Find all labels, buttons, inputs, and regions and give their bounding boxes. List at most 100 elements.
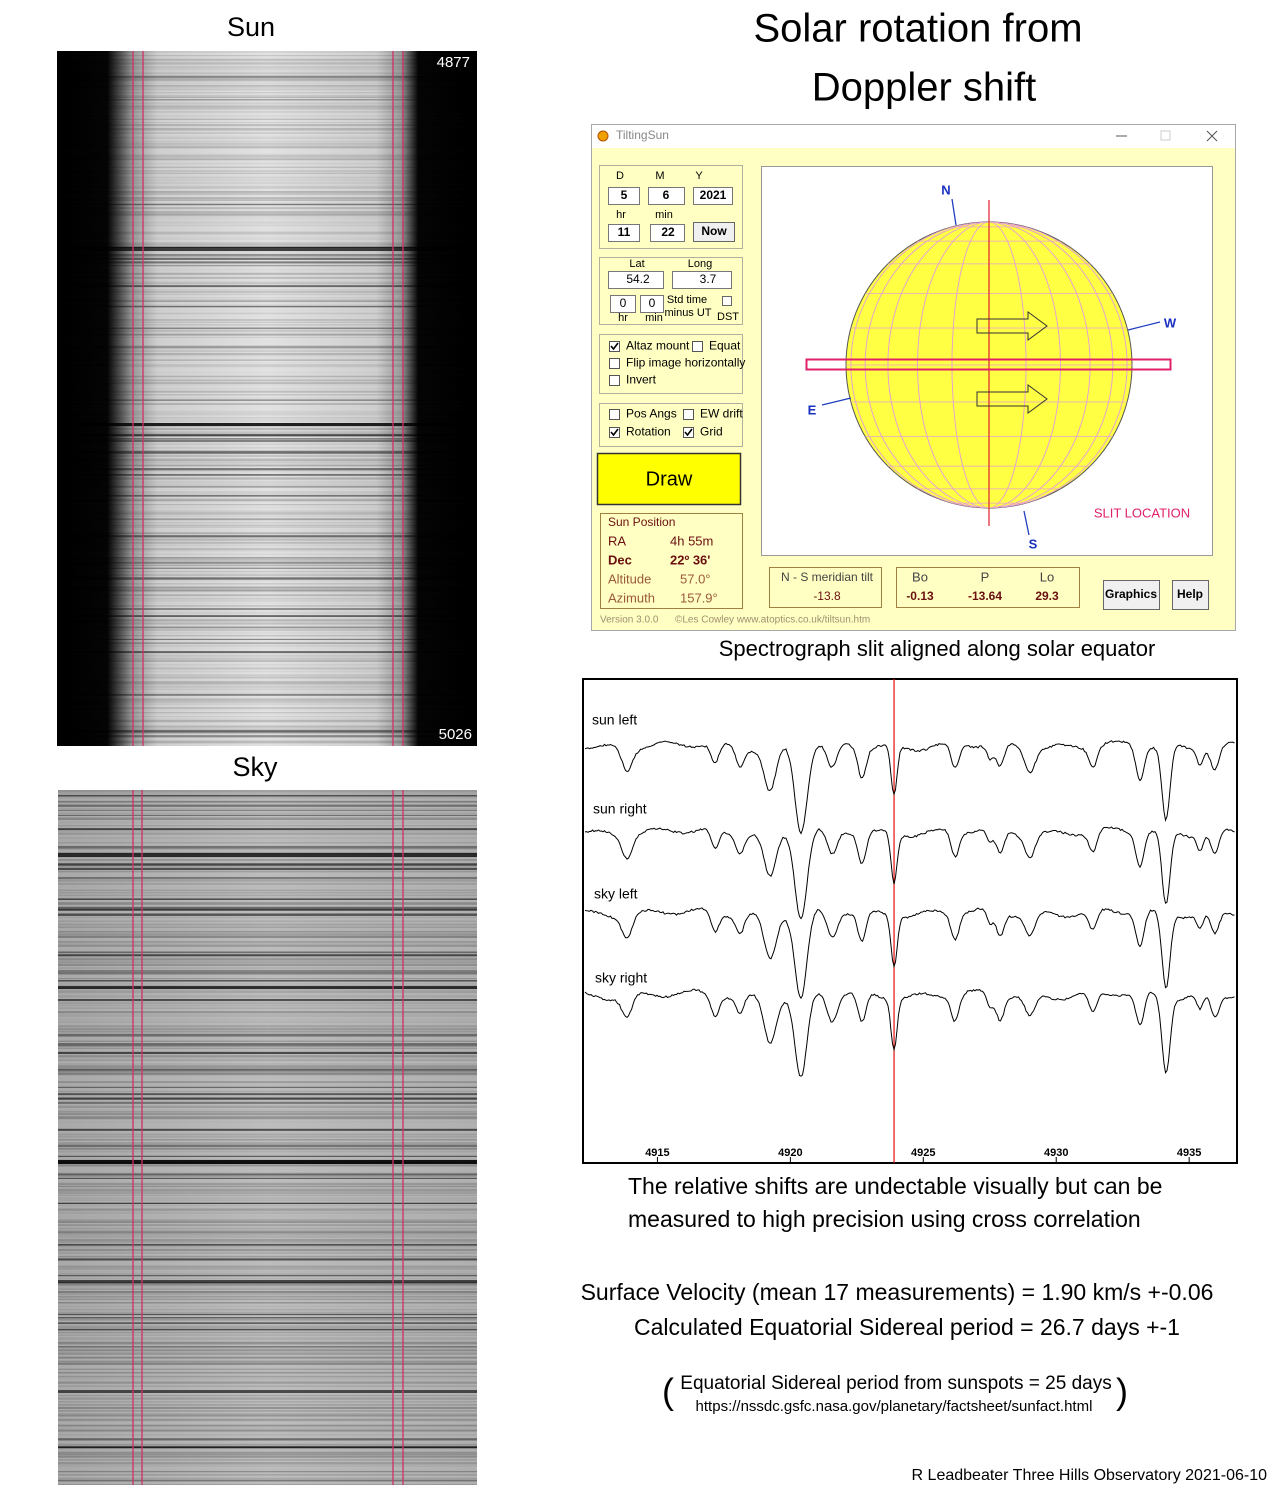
close-button[interactable] (1206, 130, 1218, 142)
absorption-line (57, 305, 477, 308)
checkbox[interactable] (609, 375, 620, 386)
absorption-line (57, 463, 477, 467)
absorption-line (58, 1427, 477, 1429)
checkbox[interactable] (609, 358, 620, 369)
button-label[interactable]: Graphics (1105, 587, 1157, 601)
absorption-line (57, 667, 477, 670)
absorption-line (57, 99, 477, 101)
absorption-line (57, 573, 477, 577)
input-box[interactable] (640, 295, 664, 313)
absorption-line (58, 804, 477, 807)
checkbox[interactable] (692, 341, 703, 352)
absorption-line (58, 812, 477, 815)
checkbox[interactable] (609, 409, 620, 420)
absorption-line (57, 634, 477, 637)
absorption-line (58, 1291, 477, 1293)
absorption-line (58, 833, 477, 835)
absorption-line (57, 691, 477, 693)
now-button[interactable] (693, 222, 735, 242)
absorption-line (57, 480, 477, 483)
absorption-line (57, 399, 477, 401)
absorption-line (57, 79, 477, 82)
absorption-line (57, 357, 477, 359)
absorption-line (58, 1129, 477, 1132)
absorption-line (57, 238, 477, 240)
absorption-line (58, 1164, 477, 1167)
absorption-line (58, 1182, 477, 1185)
input-box[interactable] (608, 224, 640, 242)
absorption-line (57, 735, 477, 738)
dst-checkbox[interactable] (722, 296, 732, 306)
title-bar (592, 125, 1235, 148)
absorption-line (58, 1414, 477, 1417)
absorption-line (58, 924, 477, 927)
draw-button[interactable] (596, 452, 742, 506)
absorption-line (58, 1031, 477, 1033)
absorption-line (58, 1273, 477, 1275)
absorption-line (57, 92, 477, 94)
absorption-line (57, 170, 477, 173)
absorption-line (57, 587, 477, 590)
row-value: 157.9° (680, 590, 718, 605)
absorption-line (57, 162, 477, 165)
absorption-line (58, 865, 477, 867)
group-box (599, 257, 743, 325)
absorption-line (57, 533, 477, 535)
absorption-line (57, 142, 477, 145)
absorption-line (58, 926, 477, 929)
absorption-line (58, 1352, 477, 1355)
absorption-line (58, 1480, 477, 1482)
absorption-line (58, 829, 477, 832)
absorption-line (57, 185, 477, 188)
input-box[interactable] (610, 295, 636, 313)
absorption-line (57, 474, 477, 476)
absorption-line (58, 1381, 477, 1383)
input-box[interactable] (650, 224, 685, 242)
absorption-line (58, 1440, 477, 1442)
row-value: 4h 55m (670, 533, 713, 548)
absorption-line (58, 922, 477, 925)
checkbox[interactable] (683, 409, 694, 420)
absorption-line (58, 1262, 477, 1263)
absorption-line (58, 1239, 477, 1242)
button-label[interactable]: Draw (646, 468, 693, 490)
field-value: 3.7 (700, 272, 717, 286)
absorption-line (58, 1128, 477, 1131)
absorption-line (57, 458, 477, 461)
absorption-line (57, 645, 477, 647)
parenthesis: ( (662, 1371, 674, 1412)
absorption-line (57, 728, 477, 731)
absorption-line (58, 1275, 477, 1277)
absorption-line (57, 310, 477, 312)
input-box[interactable] (648, 187, 685, 205)
absorption-line (57, 364, 477, 366)
absorption-line (58, 1085, 477, 1086)
input-box[interactable] (608, 187, 640, 205)
absorption-line (58, 931, 477, 933)
field-value: 0 (620, 296, 627, 310)
maximize-button[interactable] (1160, 130, 1171, 141)
input-box[interactable] (672, 271, 732, 289)
absorption-line (58, 1288, 477, 1290)
absorption-line (58, 1215, 477, 1217)
group-box (769, 567, 882, 608)
input-box[interactable] (693, 187, 733, 205)
absorption-line (57, 102, 477, 105)
row-label: Dec (608, 552, 632, 567)
absorption-line (58, 1133, 477, 1136)
group-box (896, 567, 1080, 608)
absorption-line (57, 563, 477, 566)
trace-label: sky left (594, 886, 638, 902)
absorption-line (58, 1311, 477, 1314)
absorption-line (58, 1401, 477, 1403)
absorption-line (58, 1325, 477, 1328)
graphics-button[interactable] (1103, 580, 1160, 610)
absorption-line (57, 359, 477, 361)
button-label[interactable]: Now (701, 224, 727, 238)
input-box[interactable] (608, 271, 664, 289)
button-label[interactable]: Help (1177, 587, 1203, 601)
absorption-line (57, 280, 477, 283)
help-button[interactable] (1172, 580, 1209, 610)
page-title: Solar rotation from (753, 7, 1082, 51)
absorption-line (58, 1453, 477, 1455)
